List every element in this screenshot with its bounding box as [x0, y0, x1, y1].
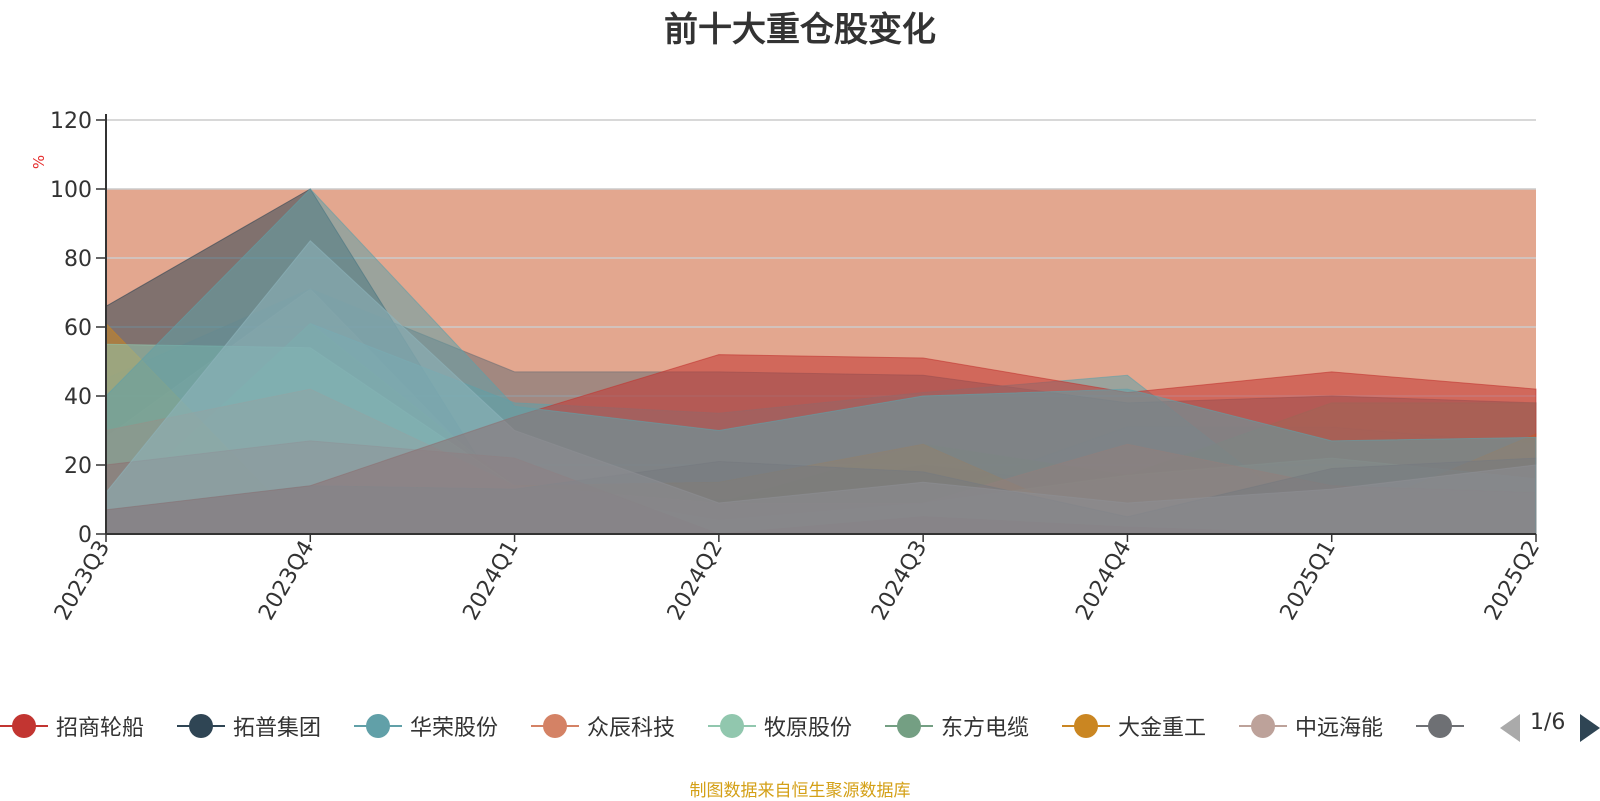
legend-swatch-icon — [708, 713, 756, 739]
chart-svg: 0 20 40 60 80 100 120 2023Q3 2023Q4 2024Q1 2024Q2 2… — [30, 109, 1545, 625]
x-tick-label: 2025Q2 — [1480, 537, 1545, 625]
legend-item-label: 招商轮船 — [56, 716, 145, 741]
x-tick-label: 2023Q4 — [254, 537, 319, 625]
legend-swatch-icon — [177, 713, 225, 739]
y-tick-label: 60 — [64, 316, 92, 341]
legend-swatch-icon — [1416, 713, 1464, 739]
chart-title: 前十大重仓股变化 — [664, 10, 936, 50]
legend-item-label: 中远海能 — [1295, 716, 1384, 741]
legend-swatch-icon — [885, 713, 933, 739]
legend-item-label: 牧原股份 — [764, 716, 853, 741]
legend-item[interactable]: 招商轮船 — [0, 708, 144, 744]
y-tick-label: 0 — [78, 523, 92, 548]
x-tick-label: 2025Q1 — [1276, 537, 1341, 625]
legend-swatch-icon — [0, 713, 48, 739]
y-tick-label: 80 — [64, 247, 92, 272]
x-tick-label: 2024Q1 — [458, 537, 523, 625]
legend-swatch-icon — [1062, 713, 1110, 739]
legend-item-label: 东方电缆 — [941, 716, 1030, 741]
x-tick-label: 2024Q2 — [663, 537, 728, 625]
y-tick-label: 100 — [50, 178, 92, 203]
y-tick-label: 120 — [50, 109, 92, 134]
legend-item[interactable]: 中远海能 — [1239, 708, 1383, 744]
legend-swatch-icon — [1239, 713, 1287, 739]
legend-items: 招商轮船 拓普集团 华荣股份 众辰科技 牧原股份 东方电缆 大金重工 中远海能 — [0, 708, 1482, 744]
legend-item[interactable]: 拓普集团 — [177, 708, 321, 744]
legend: 招商轮船 拓普集团 华荣股份 众辰科技 牧原股份 东方电缆 大金重工 中远海能 1/6 — [0, 708, 1600, 744]
legend-prev-page-button[interactable] — [1500, 714, 1520, 742]
legend-item[interactable]: 大金重工 — [1062, 708, 1206, 744]
x-tick-label: 2024Q4 — [1071, 537, 1136, 625]
legend-item[interactable]: 众辰科技 — [531, 708, 675, 744]
legend-item[interactable] — [1416, 708, 1472, 744]
legend-item-label: 大金重工 — [1118, 716, 1207, 741]
legend-swatch-icon — [354, 713, 402, 739]
area-layer — [105, 188, 1537, 535]
legend-item[interactable]: 东方电缆 — [885, 708, 1029, 744]
legend-item-label: 拓普集团 — [233, 716, 322, 741]
legend-item-label: 华荣股份 — [410, 716, 499, 741]
legend-item[interactable]: 华荣股份 — [354, 708, 498, 744]
legend-item-label: 众辰科技 — [587, 716, 676, 741]
x-tick-label: 2024Q3 — [867, 537, 932, 625]
legend-page-indicator: 1/6 — [1530, 710, 1566, 735]
legend-swatch-icon — [531, 713, 579, 739]
y-tick-label: 40 — [64, 385, 92, 410]
y-axis-unit-label: % — [30, 155, 48, 169]
source-note: 制图数据来自恒生聚源数据库 — [689, 781, 911, 801]
legend-next-page-button[interactable] — [1580, 714, 1600, 742]
series-area-layer — [105, 188, 1537, 535]
x-tick-label: 2023Q3 — [50, 537, 115, 625]
y-tick-label: 20 — [64, 454, 92, 479]
legend-item[interactable]: 牧原股份 — [708, 708, 852, 744]
